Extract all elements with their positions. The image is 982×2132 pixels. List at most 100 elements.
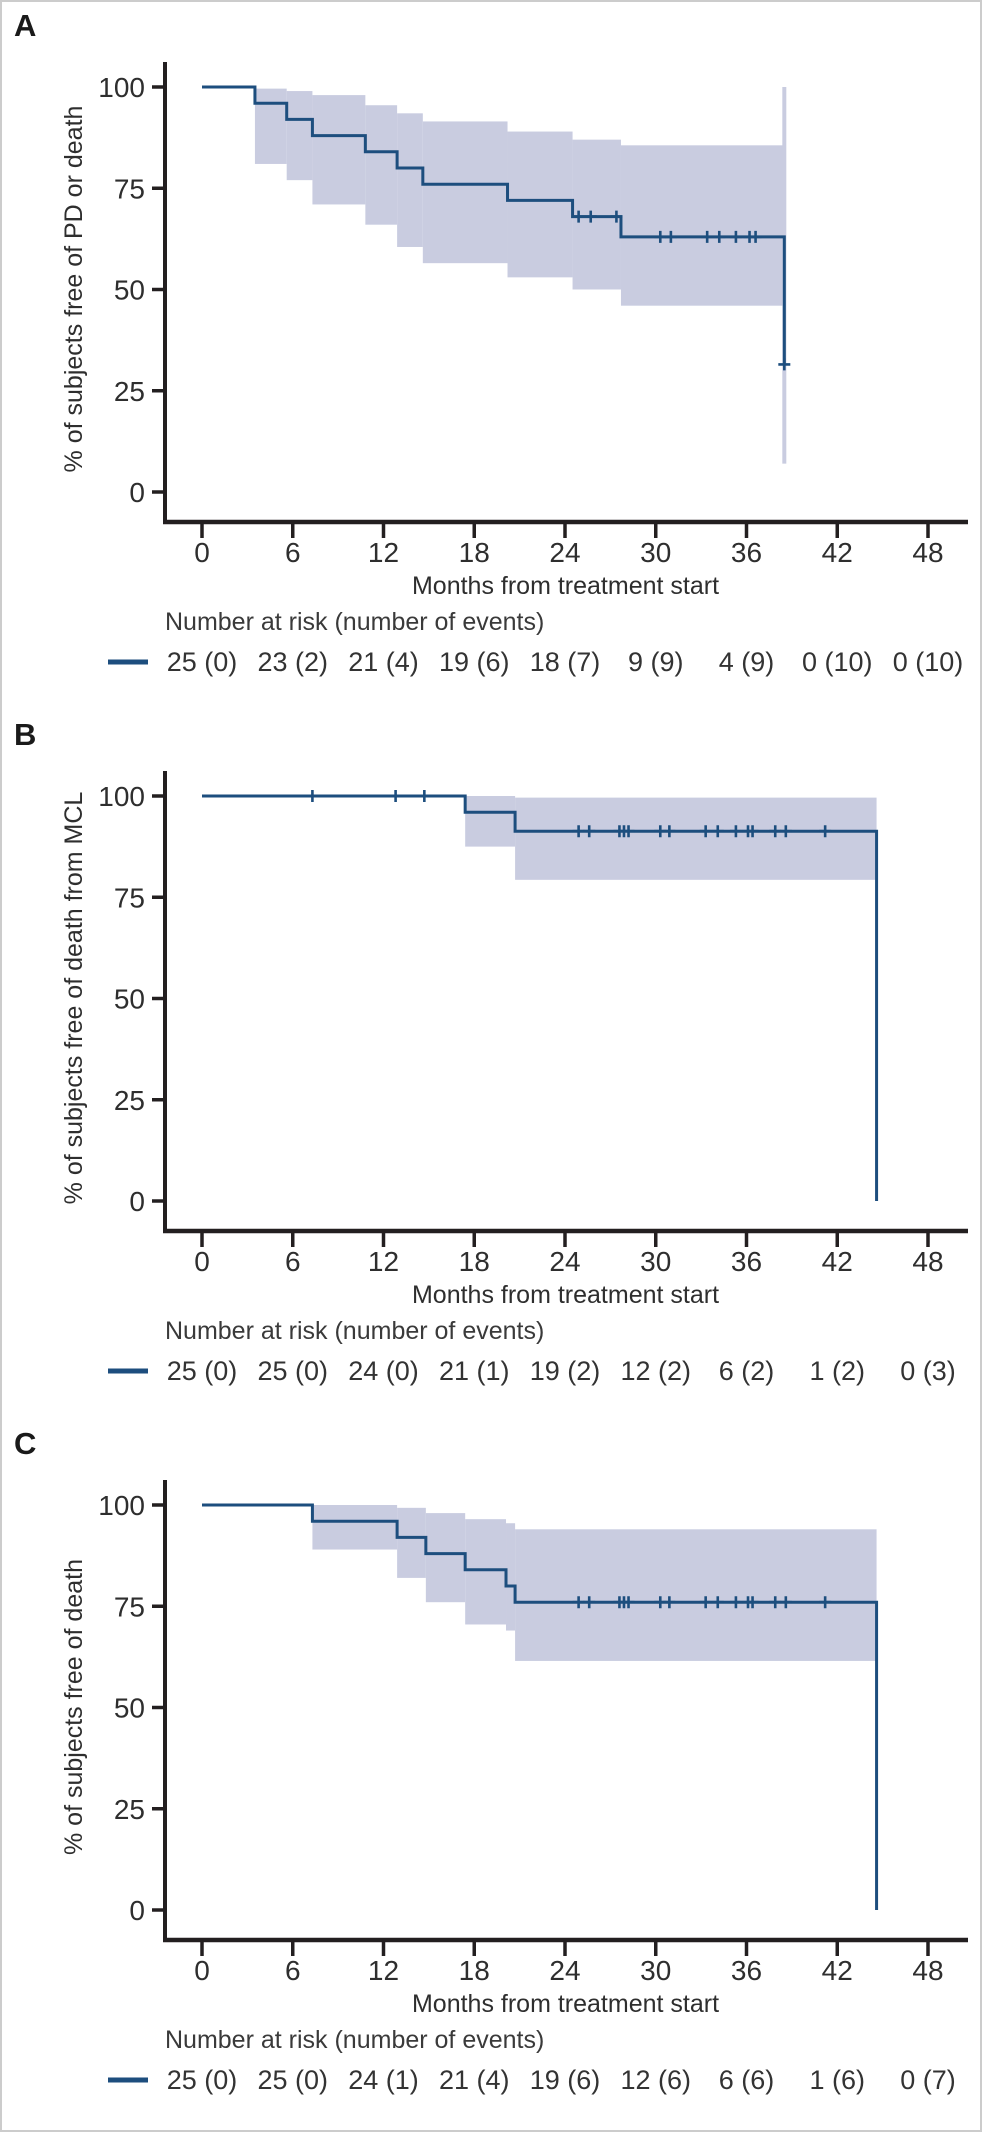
x-tick-label: 24 — [549, 1246, 580, 1277]
risk-count: 18 (7) — [530, 647, 601, 677]
y-tick-label: 25 — [114, 376, 145, 407]
km-plot-c: 0 25 50 75 100 0 6 12 18 24 30 36 42 48 25 (0) 25 (0) 24… — [98, 1480, 968, 2095]
panel-letter: B — [14, 717, 38, 752]
y-axis-title: % of subjects free of death — [60, 1559, 88, 1856]
censor-mark — [572, 210, 585, 223]
ci-band-segment — [397, 1507, 426, 1578]
censor-mark — [779, 825, 792, 838]
panel-letter: C — [14, 1426, 38, 1461]
risk-table-header: Number at risk (number of events) — [165, 1317, 545, 1345]
y-tick-label: 75 — [114, 1591, 145, 1622]
km-panel-a: 0 25 50 75 100 0 6 12 18 24 30 36 42 48 25 (0) 23 (2) 21… — [2, 2, 980, 711]
censor-mark — [664, 230, 677, 243]
x-tick-label: 48 — [912, 1955, 943, 1986]
y-tick-label: 75 — [114, 882, 145, 913]
x-axis-title: Months from treatment start — [411, 1990, 720, 2018]
x-tick-label: 42 — [822, 1955, 853, 1986]
censor-mark — [572, 1596, 585, 1609]
censor-mark — [389, 790, 402, 802]
y-tick-label: 100 — [98, 781, 145, 812]
risk-count: 19 (6) — [439, 647, 510, 677]
censor-mark — [583, 1596, 596, 1609]
x-tick-label: 18 — [459, 537, 490, 568]
risk-count: 24 (1) — [348, 2065, 419, 2095]
censor-mark — [622, 1596, 635, 1609]
ci-band-segment — [515, 1529, 877, 1661]
x-tick-label: 42 — [822, 537, 853, 568]
risk-count: 12 (6) — [620, 2065, 691, 2095]
x-tick-label: 12 — [368, 537, 399, 568]
y-tick-label: 50 — [114, 1693, 145, 1724]
censor-mark — [746, 825, 759, 838]
y-tick-label: 0 — [129, 1895, 145, 1926]
km-plot-a: 0 25 50 75 100 0 6 12 18 24 30 36 42 48 25 (0) 23 (2) 21… — [98, 62, 968, 677]
risk-count: 6 (2) — [719, 1356, 775, 1386]
risk-count: 19 (2) — [530, 1356, 601, 1386]
risk-count: 0 (3) — [900, 1356, 956, 1386]
censor-mark — [711, 1596, 724, 1609]
risk-count: 0 (7) — [900, 2065, 956, 2095]
censor-mark — [622, 825, 635, 838]
y-tick-label: 75 — [114, 173, 145, 204]
risk-count: 25 (0) — [167, 2065, 238, 2095]
y-tick-label: 0 — [129, 1186, 145, 1217]
risk-count: 4 (9) — [719, 647, 775, 677]
y-tick-label: 25 — [114, 1794, 145, 1825]
risk-count: 21 (4) — [348, 647, 419, 677]
risk-count: 0 (10) — [893, 647, 964, 677]
censor-mark — [713, 230, 726, 243]
x-tick-label: 12 — [368, 1955, 399, 1986]
ci-band-segment — [465, 796, 516, 847]
censor-mark — [418, 790, 431, 802]
ci-band-segment — [507, 131, 573, 278]
x-tick-label: 36 — [731, 537, 762, 568]
x-tick-label: 30 — [640, 1955, 671, 1986]
x-tick-label: 6 — [285, 1246, 301, 1277]
censor-mark — [699, 825, 712, 838]
censor-mark — [778, 358, 791, 371]
y-tick-label: 100 — [98, 72, 145, 103]
panel-letter: A — [14, 8, 38, 43]
risk-count: 25 (0) — [257, 1356, 328, 1386]
risk-table-header: Number at risk (number of events) — [165, 2026, 545, 2054]
x-axis-title: Months from treatment start — [411, 572, 720, 600]
x-tick-label: 0 — [194, 537, 210, 568]
ci-band-segment — [515, 797, 877, 880]
x-tick-label: 0 — [194, 1246, 210, 1277]
x-tick-label: 24 — [549, 537, 580, 568]
censor-mark — [306, 790, 319, 802]
risk-count: 1 (6) — [809, 2065, 865, 2095]
x-tick-label: 6 — [285, 1955, 301, 1986]
y-tick-label: 50 — [114, 984, 145, 1015]
ci-band-segment — [397, 113, 423, 247]
censor-mark — [663, 1596, 676, 1609]
censor-mark — [583, 825, 596, 838]
censor-mark — [779, 1596, 792, 1609]
x-tick-label: 48 — [912, 1246, 943, 1277]
x-tick-label: 0 — [194, 1955, 210, 1986]
ci-band-segment — [620, 145, 785, 306]
censor-mark — [584, 210, 597, 223]
x-tick-label: 12 — [368, 1246, 399, 1277]
risk-count: 25 (0) — [257, 2065, 328, 2095]
risk-table-header: Number at risk (number of events) — [165, 608, 545, 636]
censor-mark — [663, 825, 676, 838]
x-tick-label: 24 — [549, 1955, 580, 1986]
risk-count: 25 (0) — [167, 1356, 238, 1386]
ci-band-segment — [365, 105, 398, 225]
censor-mark — [701, 230, 714, 243]
ci-band-segment — [312, 1505, 398, 1550]
x-tick-label: 6 — [285, 537, 301, 568]
x-tick-label: 30 — [640, 1246, 671, 1277]
censor-mark — [769, 1596, 782, 1609]
x-tick-label: 30 — [640, 537, 671, 568]
km-panel-c: 0 25 50 75 100 0 6 12 18 24 30 36 42 48 25 (0) 25 (0) 24… — [2, 1420, 980, 2129]
x-tick-label: 36 — [731, 1246, 762, 1277]
risk-count: 1 (2) — [809, 1356, 865, 1386]
x-tick-label: 36 — [731, 1955, 762, 1986]
risk-count: 0 (10) — [802, 647, 873, 677]
censor-mark — [769, 825, 782, 838]
ci-band-segment — [286, 91, 313, 181]
ci-band-segment — [572, 139, 621, 290]
